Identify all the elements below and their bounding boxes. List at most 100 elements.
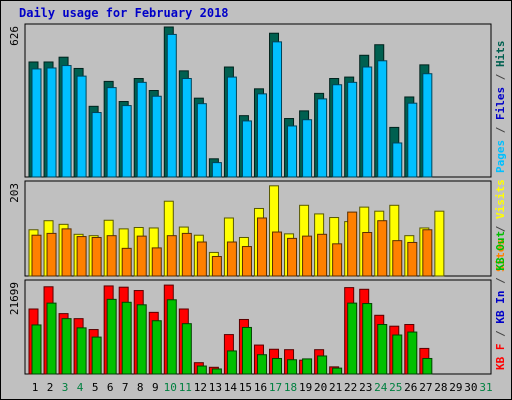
panel-1-ymax-label: 626 (8, 26, 21, 46)
x-tick-label: 25 (389, 381, 402, 394)
x-tick-label: 31 (479, 381, 492, 394)
files-bar (136, 81, 147, 178)
sites-bar (46, 232, 57, 277)
files-bar (392, 142, 403, 178)
kbout-bar (61, 318, 72, 375)
files-bar (332, 84, 343, 178)
files-bar (241, 120, 252, 178)
sites-bar (181, 232, 192, 277)
panel-3-series-label: KB F / KB In / KB Out (494, 231, 507, 370)
kbout-bar (196, 365, 207, 375)
files-bar (76, 75, 87, 178)
x-tick-label: 8 (137, 381, 144, 394)
kbout-bar (407, 331, 418, 375)
x-tick-label: 20 (314, 381, 327, 394)
files-bar (347, 81, 358, 178)
x-tick-label: 27 (419, 381, 432, 394)
x-tick-label: 10 (164, 381, 177, 394)
x-tick-label: 24 (374, 381, 388, 394)
kbout-bar (362, 303, 373, 375)
x-tick-label: 11 (179, 381, 192, 394)
kbout-bar (226, 350, 237, 375)
files-bar (362, 66, 373, 178)
x-tick-label: 23 (359, 381, 372, 394)
x-tick-label: 18 (284, 381, 297, 394)
x-tick-label: 2 (47, 381, 54, 394)
files-bar (211, 162, 222, 178)
kbout-bar (181, 323, 192, 375)
sites-bar (91, 236, 102, 277)
sites-bar (226, 241, 237, 277)
x-tick-label: 15 (239, 381, 252, 394)
sites-bar (136, 235, 147, 277)
x-tick-label: 3 (62, 381, 69, 394)
sites-bar (287, 237, 298, 277)
sites-bar (377, 220, 388, 277)
sites-bar (332, 243, 343, 277)
sites-bar (166, 235, 177, 277)
files-bar (317, 98, 328, 178)
sites-bar (392, 240, 403, 277)
kbout-bar (91, 336, 102, 375)
sites-bar (272, 231, 283, 277)
sites-bar (76, 236, 87, 277)
kbout-bar (287, 359, 298, 375)
kbout-bar (151, 320, 162, 375)
x-tick-label: 29 (449, 381, 462, 394)
kbout-bar (241, 326, 252, 375)
panel-1-series-label: Pages / Files / Hits (494, 41, 507, 174)
kbout-bar (166, 299, 177, 375)
panel-2-ymax-label: 203 (8, 183, 21, 203)
files-bar (377, 60, 388, 178)
x-tick-label: 13 (209, 381, 222, 394)
sites-bar (121, 247, 132, 277)
x-tick-label: 14 (224, 381, 238, 394)
sites-bar (61, 228, 72, 277)
kbout-bar (272, 357, 283, 375)
sites-bar (362, 231, 373, 277)
x-tick-label: 1 (32, 381, 39, 394)
sites-bar (151, 247, 162, 277)
sites-bar (317, 233, 328, 277)
kbout-bar (302, 358, 313, 375)
x-tick-label: 6 (107, 381, 114, 394)
files-bar (46, 67, 57, 178)
sites-bar (211, 256, 222, 277)
sites-bar (241, 246, 252, 277)
sites-bar (31, 234, 42, 277)
kbout-bar (31, 324, 42, 375)
x-tick-label: 5 (92, 381, 99, 394)
panel-3-ymax-label: 21699 (8, 282, 21, 315)
files-bar (196, 103, 207, 178)
x-tick-label: 4 (77, 381, 84, 394)
x-tick-label: 26 (404, 381, 417, 394)
kbout-bar (46, 302, 57, 375)
kbout-bar (256, 354, 267, 375)
x-tick-label: 28 (434, 381, 447, 394)
x-tick-label: 19 (299, 381, 312, 394)
files-bar (226, 76, 237, 178)
kbout-bar (347, 302, 358, 375)
kbout-bar (422, 357, 433, 375)
files-bar (422, 73, 433, 178)
visits-bar (434, 210, 445, 277)
sites-bar (422, 229, 433, 277)
files-bar (121, 105, 132, 178)
files-bar (166, 33, 177, 178)
x-tick-label: 30 (464, 381, 477, 394)
kbout-bar (317, 355, 328, 375)
sites-bar (347, 211, 358, 277)
x-tick-label: 17 (269, 381, 282, 394)
x-tick-label: 12 (194, 381, 207, 394)
sites-bar (407, 241, 418, 277)
files-bar (61, 65, 72, 178)
files-bar (31, 68, 42, 178)
kbout-bar (332, 367, 343, 375)
kbout-bar (211, 368, 222, 375)
x-tick-label: 7 (122, 381, 129, 394)
x-tick-label: 16 (254, 381, 267, 394)
files-bar (106, 87, 117, 178)
files-bar (91, 112, 102, 178)
kbout-bar (121, 301, 132, 375)
